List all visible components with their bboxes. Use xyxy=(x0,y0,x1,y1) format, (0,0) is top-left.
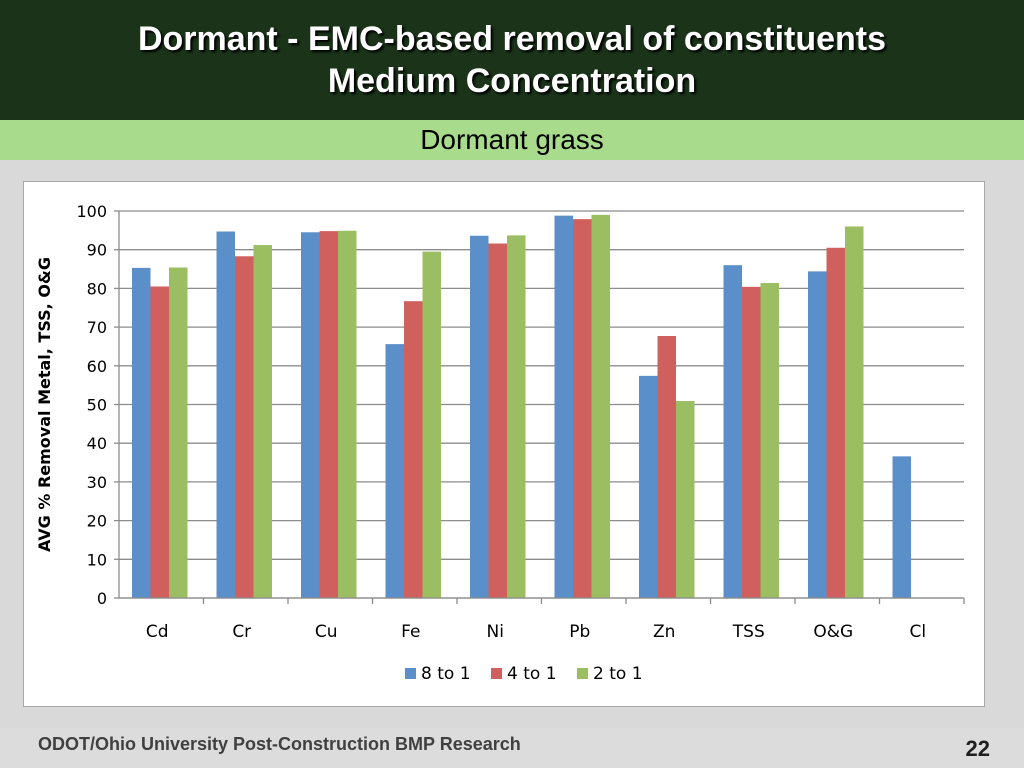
bar-pb-series-2 xyxy=(573,219,592,598)
bar-fe-series-1 xyxy=(385,344,404,598)
x-tick-label: Cl xyxy=(909,622,926,642)
bar-ni-series-1 xyxy=(470,235,489,598)
bar-zn-series-1 xyxy=(639,375,658,598)
slide-title-line-2: Medium Concentration xyxy=(327,62,697,100)
bar-ni-series-3 xyxy=(507,235,526,599)
slide-title-line-1: Dormant - EMC-based removal of constitue… xyxy=(137,20,887,58)
footer-bar xyxy=(0,728,1024,768)
bar-tss-series-2 xyxy=(742,286,761,598)
y-tick-label: 20 xyxy=(87,512,107,531)
bar-chart: 0 10 20 30 40 50 60 70 80 90 100 AVG % Removal Meta… xyxy=(35,202,965,684)
bar-cd-series-1 xyxy=(132,267,151,598)
x-tick-label: Pb xyxy=(569,622,590,642)
bar-tss-series-3 xyxy=(760,282,779,598)
y-axis-label: AVG % Removal Metal, TSS, O&G xyxy=(35,257,54,552)
legend-label-1: 8 to 1 xyxy=(421,664,471,684)
y-tick-label: 80 xyxy=(87,279,107,298)
bar-zn-series-3 xyxy=(676,401,695,598)
chart-frame: 0 10 20 30 40 50 60 70 80 90 100 AVG % Removal Meta… xyxy=(23,181,985,707)
bar-cr-series-1 xyxy=(216,231,235,599)
bar-og-series-1 xyxy=(808,271,827,598)
y-tick-label: 30 xyxy=(87,473,107,492)
bar-og-series-2 xyxy=(826,247,845,598)
bar-og-series-3 xyxy=(845,226,864,599)
y-tick-label: 70 xyxy=(87,318,107,337)
bar-cl-series-1 xyxy=(892,456,911,598)
title-bar: Dormant - EMC-based removal of constitue… xyxy=(0,0,1024,120)
bar-cu-series-1 xyxy=(301,232,320,598)
legend-swatch-3 xyxy=(577,668,588,679)
x-tick-label: Fe xyxy=(401,622,420,642)
legend-label-3: 2 to 1 xyxy=(593,664,643,684)
subtitle-bar: Dormant grass xyxy=(0,120,1024,160)
legend-label-2: 4 to 1 xyxy=(507,664,557,684)
y-tick-label: 10 xyxy=(87,550,107,569)
x-tick-label: TSS xyxy=(732,622,765,642)
bar-fe-series-3 xyxy=(422,251,441,598)
legend-swatch-2 xyxy=(491,668,502,679)
x-tick-label: Cr xyxy=(232,622,251,642)
page-number: 22 xyxy=(965,736,990,761)
y-tick-label: 50 xyxy=(87,396,107,415)
y-tick-label: 0 xyxy=(97,589,107,608)
y-tick-label: 90 xyxy=(87,241,107,260)
x-tick-label: Ni xyxy=(487,622,504,642)
bar-zn-series-2 xyxy=(657,336,676,598)
x-tick-label: Zn xyxy=(653,622,675,642)
bar-cu-series-2 xyxy=(319,231,338,598)
footer-text: ODOT/Ohio University Post-Construction B… xyxy=(38,734,521,754)
bar-cd-series-2 xyxy=(150,286,169,598)
bar-pb-series-1 xyxy=(554,215,573,599)
y-tick-label: 40 xyxy=(87,434,107,453)
bar-cu-series-3 xyxy=(338,230,357,598)
slide-subtitle: Dormant grass xyxy=(420,124,604,155)
x-tick-label: Cd xyxy=(146,622,169,642)
legend-swatch-1 xyxy=(405,668,416,679)
bar-tss-series-1 xyxy=(723,265,742,598)
y-tick-label: 60 xyxy=(87,357,107,376)
bar-pb-series-3 xyxy=(591,214,610,598)
x-tick-label: Cu xyxy=(315,622,338,642)
y-tick-label: 100 xyxy=(76,202,107,221)
bar-fe-series-2 xyxy=(404,301,423,598)
x-tick-label: O&G xyxy=(813,622,853,642)
bar-cr-series-2 xyxy=(235,256,254,598)
bar-cd-series-3 xyxy=(169,267,188,598)
bar-ni-series-2 xyxy=(488,243,507,598)
bar-cr-series-3 xyxy=(253,245,272,598)
